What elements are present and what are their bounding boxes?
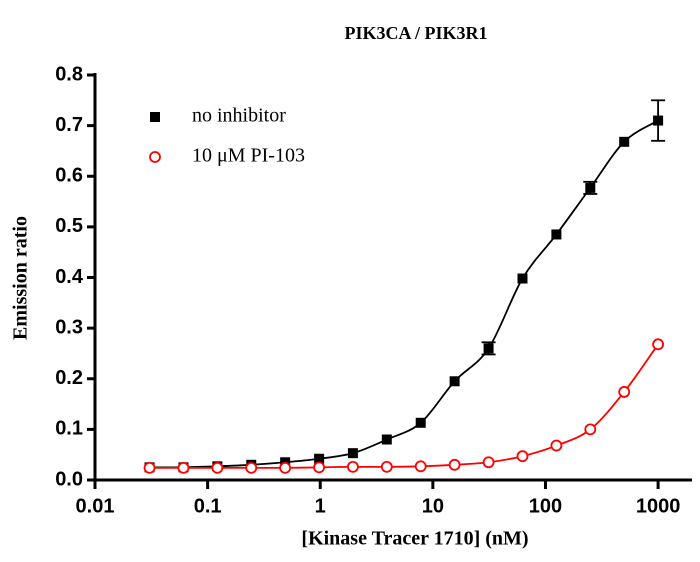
point bbox=[618, 386, 631, 398]
fit-curve bbox=[149, 343, 659, 469]
point bbox=[279, 461, 292, 474]
point bbox=[381, 434, 392, 445]
y-tick-label: 0.7 bbox=[55, 114, 83, 136]
point bbox=[448, 458, 461, 471]
point bbox=[347, 448, 358, 459]
point bbox=[550, 439, 563, 452]
point bbox=[347, 460, 359, 473]
point bbox=[414, 460, 427, 473]
point bbox=[517, 273, 528, 284]
point bbox=[177, 461, 190, 474]
x-tick-label: 1 bbox=[315, 495, 326, 517]
fit-curve bbox=[149, 119, 659, 469]
point bbox=[211, 461, 224, 474]
point bbox=[313, 461, 326, 474]
y-tick-label: 0.5 bbox=[55, 215, 83, 237]
point bbox=[449, 376, 460, 387]
point bbox=[516, 450, 529, 463]
y-tick-label: 0.0 bbox=[55, 468, 83, 490]
x-tick-label: 0.01 bbox=[76, 495, 115, 517]
legend-label: 10 μM PI-103 bbox=[192, 145, 305, 167]
point bbox=[585, 182, 596, 193]
point bbox=[380, 460, 393, 473]
point bbox=[551, 229, 562, 240]
chart-title: PIK3CA / PIK3R1 bbox=[344, 23, 487, 43]
x-tick-label: 10 bbox=[422, 495, 444, 517]
point bbox=[619, 136, 630, 147]
legend-marker bbox=[149, 151, 161, 163]
x-tick-label: 100 bbox=[529, 495, 562, 517]
point bbox=[415, 417, 426, 428]
y-tick-label: 0.4 bbox=[55, 266, 84, 288]
point bbox=[482, 456, 495, 469]
x-tick-label: 0.1 bbox=[194, 495, 222, 517]
x-axis-label: [Kinase Tracer 1710] (nM) bbox=[301, 528, 528, 550]
y-axis-label: Emission ratio bbox=[10, 216, 32, 340]
x-tick-label: 1000 bbox=[636, 495, 681, 517]
point bbox=[483, 343, 494, 354]
y-tick-label: 0.1 bbox=[55, 418, 83, 440]
legend-label: no inhibitor bbox=[192, 105, 286, 127]
point bbox=[584, 423, 597, 436]
y-tick-label: 0.3 bbox=[55, 316, 83, 338]
y-tick-label: 0.2 bbox=[55, 367, 83, 389]
point bbox=[143, 461, 156, 474]
point bbox=[245, 461, 258, 474]
point bbox=[653, 115, 664, 126]
y-tick-label: 0.6 bbox=[55, 165, 83, 187]
point bbox=[314, 453, 325, 464]
y-tick-label: 0.8 bbox=[55, 63, 83, 85]
legend-marker bbox=[150, 112, 160, 122]
point bbox=[652, 338, 664, 351]
